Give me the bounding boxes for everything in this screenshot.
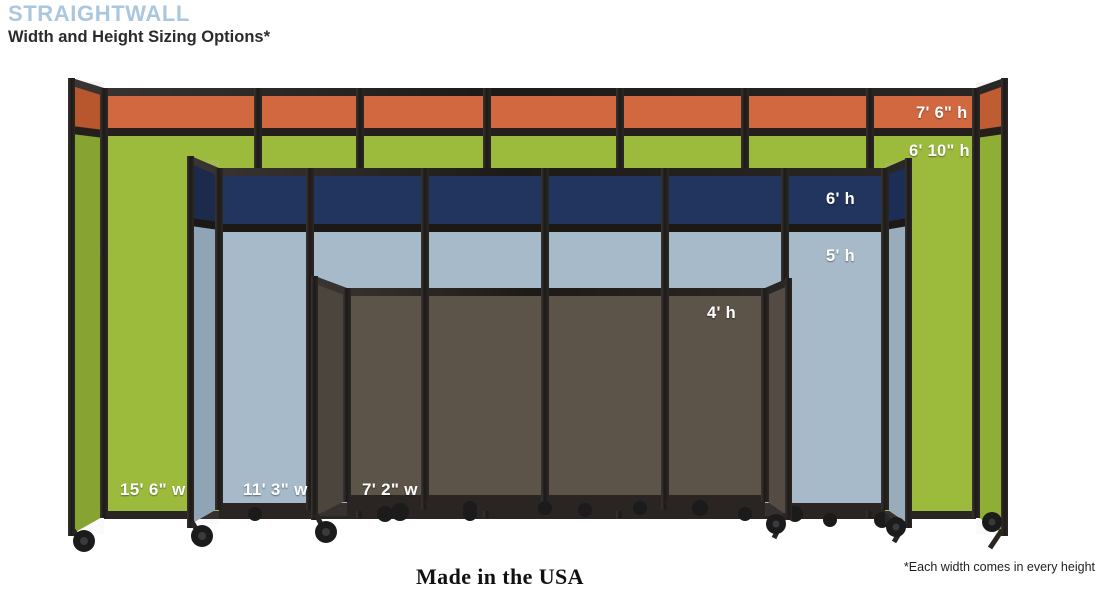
panel-brown-return [315, 280, 347, 516]
rail-blue-bottom [219, 503, 885, 511]
panel-brown-return-right [765, 282, 788, 516]
made-in-usa-text: Made in the USA [416, 564, 584, 589]
rail-green-bottom [104, 511, 976, 519]
panel-brown-main [347, 292, 765, 500]
posts-brown [311, 276, 792, 520]
brand-title: STRAIGHTWALL [8, 1, 190, 26]
casters-green [70, 512, 1005, 552]
rail-navy-band [219, 224, 885, 232]
panel-blue-return [191, 160, 219, 524]
rail-navy-band-left [191, 218, 219, 230]
panel-green-return-right [976, 82, 1004, 534]
casters-brown [313, 500, 789, 543]
band-orange-main [104, 92, 976, 134]
panel-green-return [72, 82, 104, 534]
panel-blue-return-right [885, 162, 908, 524]
page-header: STRAIGHTWALL Width and Height Sizing Opt… [8, 2, 608, 47]
wall-brown-7ft2 [311, 276, 792, 543]
rail-brown-top [315, 276, 788, 296]
rail-green-band [104, 128, 976, 136]
band-navy-main [219, 172, 885, 228]
rail-green-band-right [976, 126, 1004, 138]
page-subtitle: Width and Height Sizing Options* [8, 28, 270, 46]
band-orange-return-right [976, 82, 1004, 134]
rail-green-band-left [72, 126, 104, 138]
band-orange-return [72, 82, 104, 134]
band-navy-return [191, 160, 219, 228]
rail-navy-band-right [885, 218, 908, 230]
rail-blue-top [191, 156, 908, 176]
rail-brown-bottom [347, 495, 765, 503]
rail-green-top [72, 78, 1004, 96]
band-navy-return-right [885, 162, 908, 228]
footnote-text: *Each width comes in every height [903, 560, 1095, 574]
